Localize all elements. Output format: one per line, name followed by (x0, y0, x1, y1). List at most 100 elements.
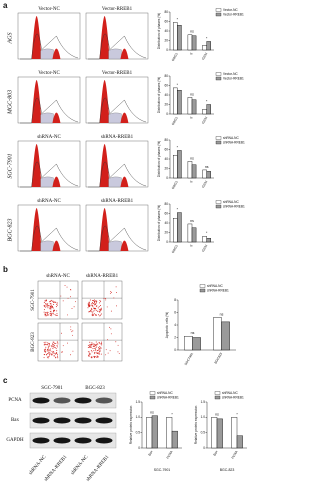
histogram-trace (20, 97, 79, 124)
significance-label: * (236, 412, 238, 416)
bar (206, 237, 211, 243)
bar (187, 97, 193, 115)
flow-event (103, 298, 105, 299)
flow-event (95, 310, 97, 312)
flow-event (47, 357, 49, 359)
flow-event (88, 301, 90, 303)
flow-event (88, 311, 90, 313)
flow-event (47, 356, 49, 358)
legend-label: Vector-NC (223, 8, 238, 12)
flow-event (53, 350, 55, 352)
g1-peak (31, 144, 42, 187)
flow-event (118, 353, 120, 354)
bar (236, 435, 243, 449)
y-tick-label: 0 (174, 348, 176, 352)
row-label: BGC-823 (31, 332, 36, 352)
flow-event (51, 315, 53, 317)
flow-event (89, 344, 91, 346)
flow-event (94, 357, 96, 359)
flow-event (69, 296, 71, 298)
flow-event (51, 354, 53, 356)
x-tick-label: S (189, 180, 194, 184)
flow-event (100, 307, 102, 309)
flow-event (53, 355, 55, 357)
column-header: Vector-RREB1 (102, 71, 133, 76)
x-tick-label: PCNA (166, 449, 174, 459)
histogram-trace (88, 162, 147, 188)
blot-strip (29, 412, 117, 429)
x-tick-label: G2/M (201, 52, 209, 61)
flow-event (105, 299, 107, 301)
flow-event (66, 286, 68, 288)
flow-event (52, 351, 54, 353)
blot-band (74, 397, 92, 404)
bar (221, 321, 230, 351)
flow-event (95, 349, 97, 351)
flow-event (117, 344, 119, 346)
legend-label: Vector-NC (223, 72, 238, 76)
s-phase (108, 176, 122, 188)
significance-label: ns (190, 30, 194, 34)
flow-event (45, 313, 47, 315)
y-tick-label: 40 (164, 93, 168, 97)
g1-peak (99, 144, 110, 187)
y-tick-label: 60 (164, 83, 168, 87)
flow-event (49, 352, 51, 354)
flow-event (62, 345, 64, 347)
legend-label: shRNA-RREB1 (222, 395, 244, 399)
significance-label: * (177, 207, 179, 211)
y-tick-label: 2 (174, 335, 176, 339)
column-header: SGC-7901 (41, 386, 63, 391)
flow-event (110, 291, 112, 293)
flow-event (101, 341, 103, 343)
flow-event (72, 330, 74, 332)
flow-event (52, 307, 54, 309)
flow-event (94, 314, 96, 316)
flow-event (93, 310, 95, 312)
flow-event (50, 348, 52, 350)
g1-peak (31, 16, 42, 59)
flow-event (96, 356, 98, 358)
y-tick-label: 80 (164, 138, 168, 142)
flow-event (93, 313, 95, 315)
blot-band (95, 397, 113, 404)
flow-event (67, 314, 68, 316)
flow-event (45, 312, 47, 314)
flow-event (44, 299, 46, 301)
bar (166, 417, 173, 449)
blot-band (53, 417, 71, 424)
lane-label: shRNA-RREB1 (44, 454, 69, 482)
flow-event (49, 307, 51, 309)
flow-event (91, 308, 93, 310)
flow-event (89, 299, 91, 301)
flow-event (43, 357, 45, 359)
bar (202, 236, 207, 243)
flow-event (56, 314, 58, 316)
flow-event (95, 300, 97, 302)
g1-peak (99, 208, 110, 251)
flow-event (91, 314, 93, 316)
flow-event (99, 315, 101, 317)
flow-event (49, 311, 51, 313)
significance-label: * (206, 231, 208, 235)
flow-event (50, 310, 52, 312)
lane-label: shRNA-RREB1 (86, 454, 111, 482)
blot-band (95, 417, 113, 424)
y-tick-label: 80 (164, 202, 168, 206)
significance-label: ns (215, 412, 219, 416)
bar (173, 22, 178, 51)
blot-strip (29, 392, 117, 409)
flow-event (94, 353, 96, 355)
g2-peak (120, 240, 129, 251)
column-header: shRNA-RREB1 (101, 135, 134, 140)
flow-event (44, 351, 46, 353)
flow-event (47, 307, 49, 309)
flow-event (97, 352, 99, 354)
flow-event (57, 355, 59, 357)
x-tick-label: S (189, 116, 194, 120)
flow-event (110, 328, 112, 330)
flow-event (88, 306, 90, 308)
blot-band (32, 397, 50, 404)
flow-event (56, 302, 58, 304)
